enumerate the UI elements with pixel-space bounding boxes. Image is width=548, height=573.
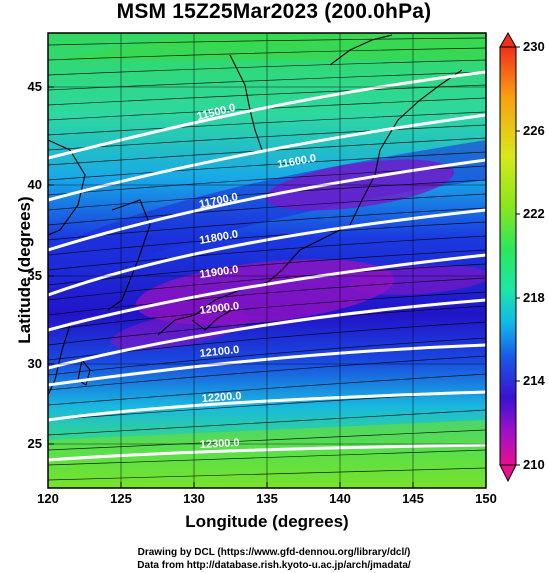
x-tick-label: 135	[256, 491, 278, 506]
x-tick-label: 140	[329, 491, 351, 506]
credit-drawing: Drawing by DCL (https://www.gfd-dennou.o…	[137, 547, 411, 558]
colorbar-tick-label: 210	[523, 457, 545, 472]
x-axis-label: Longitude (degrees)	[185, 512, 349, 531]
map-field	[48, 33, 486, 488]
colorbar-max-arrow	[499, 31, 517, 48]
colorbar-tick-label: 222	[523, 206, 545, 221]
colorbar-tick-label: 230	[523, 39, 545, 54]
x-tick-label: 125	[110, 491, 132, 506]
colorbar-tick-label: 218	[523, 290, 545, 305]
contour-label: 12000.0	[199, 300, 240, 317]
colorbar-min-arrow	[499, 464, 517, 483]
colorbar-tick-label: 214	[523, 373, 545, 388]
contour-label: 12200.0	[201, 390, 242, 405]
x-tick-label: 145	[402, 491, 424, 506]
graticule	[48, 33, 486, 488]
contour-label: 12300.0	[200, 437, 240, 451]
x-tick-label: 130	[183, 491, 205, 506]
colorbar	[499, 31, 520, 483]
y-axis-label: Latitude (degrees)	[15, 196, 34, 344]
map-title: MSM 15Z25Mar2023 (200.0hPa)	[116, 0, 432, 23]
y-tick-label: 30	[27, 356, 42, 371]
colorbar-tick-label: 226	[523, 123, 545, 138]
contour-label: 12100.0	[199, 344, 240, 360]
contour-label: 11900.0	[199, 264, 239, 281]
x-tick-label: 120	[37, 491, 59, 506]
y-tick-label: 45	[27, 79, 42, 94]
y-tick-label: 35	[27, 268, 42, 283]
y-tick-label: 40	[27, 177, 42, 192]
x-tick-label: 150	[475, 491, 497, 506]
y-tick-label: 25	[27, 436, 42, 451]
credit-data: Data from http://database.rish.kyoto-u.a…	[137, 560, 411, 571]
